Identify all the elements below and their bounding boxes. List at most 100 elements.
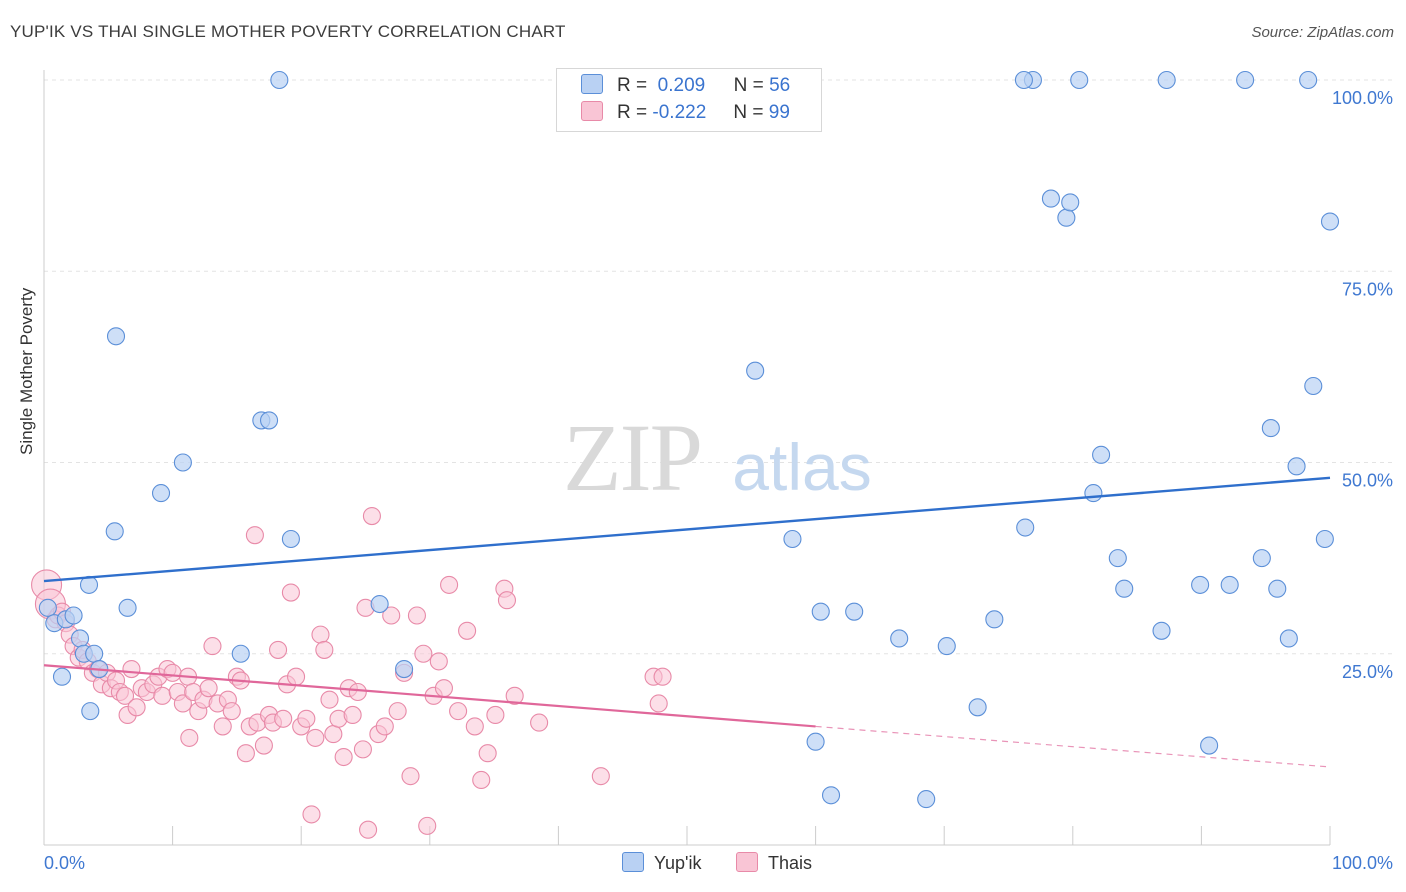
y-tick-label: 100.0% (1332, 88, 1393, 108)
data-point-thais (199, 679, 218, 698)
data-point-yupik (811, 602, 830, 621)
data-point-yupik (1279, 629, 1298, 648)
data-point-yupik (1320, 212, 1340, 231)
data-point-yupik (151, 484, 171, 503)
data-point-thais (407, 606, 426, 625)
data-point-yupik (1200, 736, 1219, 755)
data-point-thais (320, 690, 339, 709)
data-point-yupik (231, 644, 250, 663)
data-point-yupik (370, 594, 389, 614)
y-tick-label: 75.0% (1342, 279, 1393, 299)
data-point-yupik (1070, 70, 1089, 90)
data-point-thais (163, 663, 182, 682)
watermark-atlas: atlas (732, 430, 871, 504)
trend-line-yupik (43, 476, 1331, 583)
r-value-yupik: 0.209 (657, 75, 706, 96)
data-point-thais (458, 621, 477, 640)
data-point-yupik (1287, 457, 1306, 476)
y-tick-label: 25.0% (1342, 662, 1393, 682)
y-tick-label: 50.0% (1342, 471, 1393, 491)
data-point-yupik (821, 786, 841, 805)
data-point-yupik (968, 698, 987, 717)
watermark: ZIP atlas (563, 404, 872, 511)
watermark-zip: ZIP (563, 404, 701, 511)
data-point-yupik (106, 327, 126, 346)
chart-title: YUP'IK VS THAI SINGLE MOTHER POVERTY COR… (10, 22, 566, 41)
data-point-yupik (783, 529, 802, 549)
data-point-yupik (806, 732, 825, 751)
data-point-yupik (1261, 419, 1280, 438)
data-point-yupik (845, 602, 864, 621)
data-point-thais (281, 583, 300, 602)
data-point-thais (429, 652, 448, 671)
data-point-thais (486, 705, 505, 725)
legend-item-thais[interactable]: Thais (736, 852, 812, 874)
data-point-thais (311, 625, 330, 644)
data-point-thais (115, 686, 135, 705)
data-point-thais (245, 526, 264, 545)
data-point-yupik (1315, 529, 1334, 549)
data-point-thais (153, 686, 172, 705)
data-point-thais (324, 725, 343, 744)
data-point-thais (449, 702, 468, 721)
data-point-yupik (1061, 193, 1080, 212)
legend-label-yupik: Yup'ik (654, 853, 702, 873)
data-point-yupik (890, 629, 909, 648)
data-point-thais (401, 767, 420, 786)
y-axis-label: Single Mother Poverty (17, 287, 36, 455)
data-point-yupik (746, 361, 765, 380)
data-point-yupik (1014, 70, 1033, 90)
data-point-thais (434, 679, 453, 698)
data-point-thais (302, 805, 321, 824)
data-point-yupik (1220, 575, 1239, 594)
data-point-thais (173, 694, 192, 713)
legend-item-yupik[interactable]: Yup'ik (622, 852, 701, 874)
n-value-yupik: 56 (769, 75, 791, 96)
data-point-yupik (1299, 70, 1318, 90)
trend-line-thais-extension (815, 725, 1331, 768)
data-point-yupik (270, 70, 289, 90)
data-point-yupik (1016, 518, 1035, 537)
data-point-yupik (259, 411, 279, 430)
data-point-thais (127, 698, 146, 717)
data-point-yupik (1252, 549, 1271, 568)
data-point-thais (478, 744, 497, 763)
data-point-yupik (173, 453, 192, 472)
data-point-yupik (395, 659, 414, 679)
data-point-yupik (917, 790, 936, 809)
data-point-thais (274, 709, 293, 728)
data-point-thais (465, 717, 484, 736)
data-point-yupik (52, 667, 72, 686)
data-point-yupik (1041, 189, 1060, 208)
data-point-thais (343, 705, 362, 725)
legend-label-thais: Thais (768, 853, 813, 873)
stats-row-yupik: R = 0.209 N = 56 (581, 74, 790, 100)
n-value-thais: 99 (768, 102, 790, 123)
trend-line-thais (43, 664, 816, 728)
n-label: N = (733, 75, 764, 96)
legend-swatch-thais (736, 852, 758, 872)
data-point-thais (649, 694, 668, 713)
data-point-thais (236, 744, 255, 763)
x-tick-label: 0.0% (44, 853, 85, 873)
data-point-yupik (105, 522, 124, 541)
data-point-yupik (1057, 208, 1076, 227)
data-point-yupik (1191, 575, 1210, 594)
data-point-yupik (1157, 70, 1176, 90)
data-point-thais (440, 575, 459, 594)
source-label[interactable]: Source: ZipAtlas.com (1251, 24, 1394, 41)
data-point-thais (213, 717, 232, 736)
data-point-yupik (1092, 445, 1111, 464)
data-point-thais (269, 640, 288, 659)
data-point-thais (353, 740, 372, 759)
data-point-yupik (1108, 549, 1127, 568)
trend-lines (43, 476, 1331, 768)
stats-box: R = 0.209 N = 56 R = -0.222 N = 99 (556, 68, 822, 132)
data-point-thais (375, 717, 394, 736)
x-tick-label: 100.0% (1332, 853, 1393, 873)
data-point-yupik (118, 598, 137, 617)
data-point-thais (382, 606, 401, 625)
legend-swatch-yupik (622, 852, 644, 872)
n-label: N = (733, 102, 764, 123)
tick-labels: 25.0% 50.0% 75.0% 100.0% 0.0% 100.0% (44, 88, 1393, 873)
